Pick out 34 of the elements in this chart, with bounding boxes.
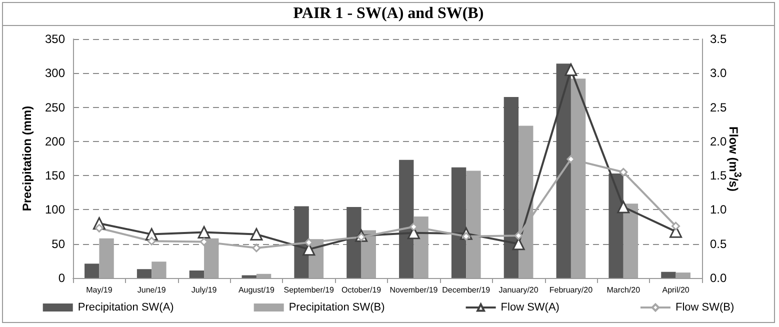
x-tick-label: September/19 [284, 286, 335, 294]
y2-tick-label: 2.5 [710, 100, 728, 114]
y2-tick-label: 1.0 [710, 202, 728, 217]
x-tick-label: October/19 [342, 286, 382, 294]
y2-tick-label: 3.0 [710, 66, 728, 80]
y2-tick-label: 2.0 [710, 134, 728, 148]
x-tick-label: July/19 [191, 286, 218, 294]
y-tick-label: 350 [44, 32, 66, 46]
y2-tick-label: 0.0 [710, 271, 728, 285]
y-axis-title: Precipitation (mm) [20, 106, 34, 212]
x-tick-label: February/20 [549, 286, 594, 294]
x-tick-label: May/19 [86, 286, 113, 294]
legend-label: Flow SW(B) [675, 302, 734, 314]
x-tick-label: January/20 [498, 286, 539, 294]
y2-tick-label: 0.5 [710, 236, 728, 251]
y-tick-label: 150 [44, 168, 66, 183]
y-tick-label: 300 [44, 66, 66, 80]
y2-tick-label: 3.5 [710, 32, 728, 46]
legend-label: Precipitation SW(A) [78, 302, 174, 314]
x-tick-label: August/19 [238, 286, 276, 294]
x-tick-label: December/19 [442, 286, 491, 294]
x-tick-label: April/20 [662, 286, 690, 294]
y-tick-label: 100 [44, 202, 66, 217]
chart-title: PAIR 1 - SW(A) and SW(B) [3, 3, 774, 26]
legend-label: Precipitation SW(B) [288, 302, 385, 314]
x-tick-label: June/19 [137, 286, 166, 294]
x-tick-label: November/19 [390, 286, 438, 294]
legend-label: Flow SW(A) [500, 302, 560, 314]
y-tick-label: 200 [44, 134, 66, 148]
x-tick-label: March/20 [606, 286, 641, 294]
y-tick-label: 0 [58, 271, 66, 285]
y-tick-label: 250 [44, 100, 66, 114]
y-tick-label: 50 [52, 236, 66, 251]
y2-tick-label: 1.5 [710, 168, 728, 183]
